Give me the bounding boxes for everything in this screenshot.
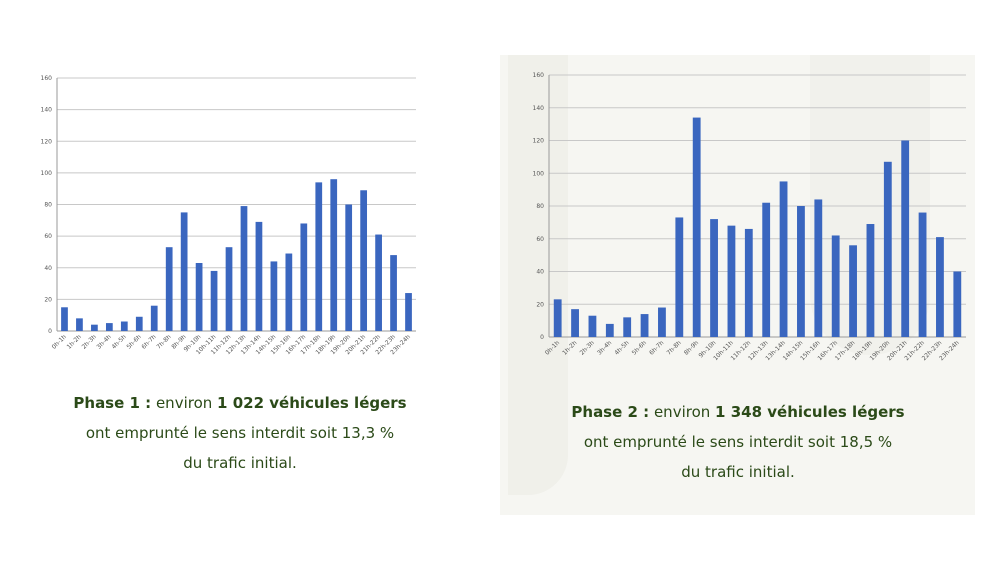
bar <box>375 234 382 331</box>
bar <box>360 190 368 331</box>
bar <box>225 247 233 331</box>
caption-line-2: ont emprunté le sens interdit soit 13,3 … <box>85 424 395 442</box>
bar <box>936 237 944 337</box>
y-tick-label: 0 <box>48 328 52 335</box>
watermark-shape <box>508 55 568 495</box>
y-tick-label: 100 <box>41 170 53 177</box>
y-tick-label: 40 <box>44 265 52 272</box>
bar <box>588 315 597 337</box>
y-tick-label: 140 <box>533 105 545 112</box>
bar <box>918 212 927 337</box>
bar <box>91 324 98 331</box>
bar <box>315 182 323 331</box>
bar <box>901 140 910 337</box>
bar <box>390 255 397 331</box>
y-tick-label: 80 <box>536 203 544 210</box>
y-tick-label: 20 <box>44 296 52 303</box>
y-tick-label: 120 <box>41 138 53 145</box>
bar <box>623 317 632 337</box>
bar <box>953 271 962 337</box>
bar <box>195 263 203 331</box>
x-tick-label: 6h-7h <box>648 339 665 356</box>
bar <box>405 293 412 331</box>
bar <box>61 307 68 331</box>
bar <box>240 206 248 331</box>
bar <box>762 202 771 337</box>
y-tick-label: 20 <box>536 301 544 308</box>
bar <box>270 261 278 331</box>
bar <box>330 179 338 331</box>
bar <box>210 270 218 331</box>
panel-2-background <box>500 55 975 515</box>
bar <box>285 253 293 331</box>
bar <box>571 309 579 337</box>
caption-amount: 1 348 véhicules légers <box>715 403 905 421</box>
x-tick-label: 2h-3h <box>579 339 596 356</box>
bar <box>640 314 649 337</box>
y-tick-label: 120 <box>533 138 545 145</box>
caption-line-3: du trafic initial. <box>183 454 297 472</box>
bar <box>744 228 753 337</box>
bar <box>797 206 805 337</box>
bar <box>883 161 892 337</box>
x-tick-label: 4h-5h <box>613 339 630 356</box>
caption-line-2: ont emprunté le sens interdit soit 18,5 … <box>583 433 893 451</box>
y-tick-label: 100 <box>533 170 545 177</box>
bar <box>180 212 188 331</box>
bar <box>866 224 875 337</box>
bar <box>135 316 143 331</box>
x-tick-label: 5h-6h <box>631 339 648 356</box>
caption-phase-1: Phase 1 : environ 1 022 véhicules légers… <box>30 388 450 478</box>
caption-line-1: Phase 1 : environ 1 022 véhicules légers <box>30 388 450 418</box>
bar <box>605 323 614 337</box>
bar <box>779 181 788 337</box>
bar <box>675 217 684 337</box>
caption-line-3: du trafic initial. <box>681 463 795 481</box>
caption-intro: environ <box>155 394 213 412</box>
caption-phase-2: Phase 2 : environ 1 348 véhicules légers… <box>528 397 948 487</box>
caption-phase-label: Phase 1 : <box>73 394 152 412</box>
y-tick-label: 140 <box>41 107 53 114</box>
caption-amount: 1 022 véhicules légers <box>217 394 407 412</box>
bar <box>692 117 701 337</box>
y-tick-label: 80 <box>44 202 52 209</box>
bar <box>814 199 823 337</box>
bar <box>345 204 353 331</box>
bar <box>150 305 158 331</box>
bar <box>658 307 666 337</box>
x-tick-label: 0h-1h <box>544 339 561 356</box>
bar <box>849 245 857 337</box>
y-tick-label: 160 <box>41 75 53 82</box>
x-tick-label: 3h-4h <box>596 339 613 356</box>
caption-phase-label: Phase 2 : <box>571 403 650 421</box>
bar <box>120 321 128 331</box>
bar <box>255 221 263 331</box>
bar <box>300 223 308 331</box>
bar <box>105 323 113 331</box>
bar <box>710 219 718 337</box>
bar <box>76 318 83 331</box>
x-tick-label: 7h-8h <box>665 339 682 356</box>
y-tick-label: 60 <box>44 233 52 240</box>
y-tick-label: 40 <box>536 269 544 276</box>
bar <box>831 235 840 337</box>
y-tick-label: 160 <box>533 72 545 79</box>
caption-line-1: Phase 2 : environ 1 348 véhicules légers <box>528 397 948 427</box>
caption-intro: environ <box>653 403 711 421</box>
bar <box>165 247 173 331</box>
bar <box>727 225 736 337</box>
x-tick-label: 1h-2h <box>561 339 578 356</box>
y-tick-label: 60 <box>536 236 544 243</box>
bar <box>553 299 562 337</box>
y-tick-label: 0 <box>540 334 544 341</box>
